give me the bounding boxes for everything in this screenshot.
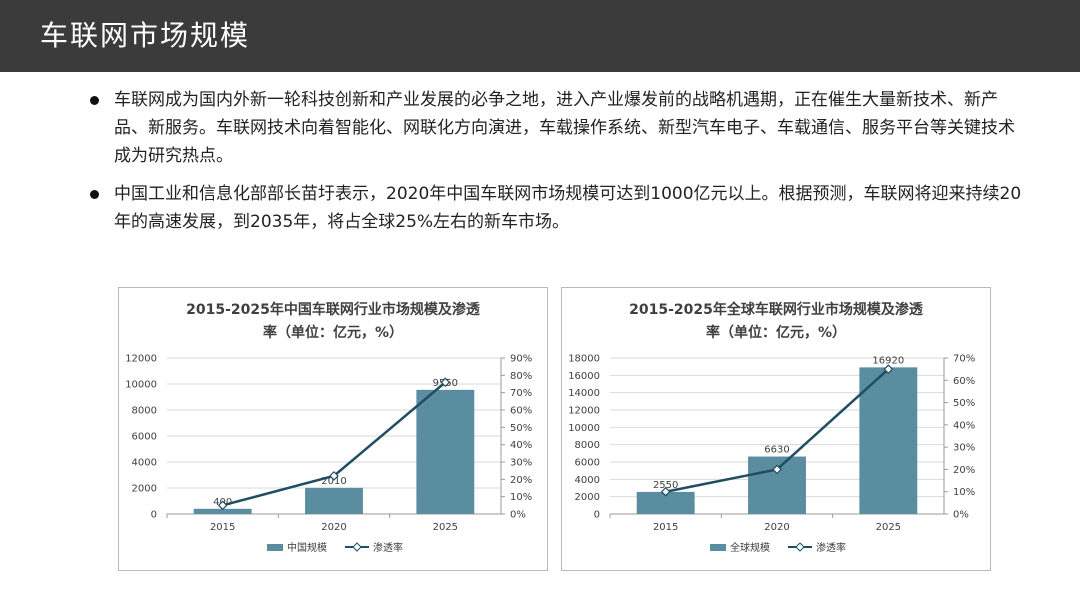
page-title: 车联网市场规模 <box>40 19 251 52</box>
y-left-tick-label: 10000 <box>568 423 600 434</box>
y-right-tick-label: 90% <box>510 354 532 365</box>
legend-bar-swatch <box>710 544 726 551</box>
bar-data-label: 16920 <box>872 355 904 366</box>
y-left-tick-label: 2000 <box>575 492 600 503</box>
bullet-text: 车联网成为国内外新一轮科技创新和产业发展的必争之地，进入产业爆发前的战略机遇期，… <box>114 90 1015 166</box>
y-right-tick-label: 10% <box>510 492 532 503</box>
chart-title-line: 2015-2025年全球车联网行业市场规模及渗透 <box>629 301 924 318</box>
line-point-marker <box>329 471 339 481</box>
y-right-tick-label: 50% <box>510 423 532 434</box>
legend-marker-icon <box>795 542 805 552</box>
y-left-tick-label: 14000 <box>568 388 600 399</box>
y-right-tick-label: 30% <box>953 443 975 454</box>
y-left-tick-label: 10000 <box>125 380 157 391</box>
y-left-tick-label: 0 <box>151 510 157 521</box>
y-right-tick-label: 20% <box>953 465 975 476</box>
chart-title-line: 2015-2025年中国车联网行业市场规模及渗透 <box>186 301 481 318</box>
y-left-tick-label: 2000 <box>132 484 157 495</box>
y-left-tick-label: 6000 <box>132 432 157 443</box>
x-tick-label: 2015 <box>653 522 678 533</box>
bar <box>416 389 475 514</box>
legend-marker-icon <box>352 542 362 552</box>
y-left-tick-label: 6000 <box>575 458 600 469</box>
y-right-tick-label: 40% <box>510 440 532 451</box>
line-point-marker <box>660 486 671 497</box>
y-right-tick-label: 50% <box>953 398 975 409</box>
y-right-tick-label: 20% <box>510 475 532 486</box>
y-right-tick-label: 60% <box>953 376 975 387</box>
y-right-tick-label: 30% <box>510 458 532 469</box>
bar-data-label: 2010 <box>321 476 346 487</box>
y-left-tick-label: 16000 <box>568 371 600 382</box>
bar <box>636 491 695 514</box>
china-chart-panel: 2015-2025年中国车联网行业市场规模及渗透 率（单位：亿元，%） 0 2000 4… <box>118 287 548 571</box>
bullet-dot-icon <box>90 96 99 105</box>
bullet-text: 中国工业和信息化部部长苗圩表示，2020年中国车联网市场规模可达到1000亿元以… <box>114 184 1022 232</box>
legend-bar-label: 中国规模 <box>287 541 327 554</box>
legend-bar-swatch <box>267 544 283 551</box>
y-right-tick-label: 60% <box>510 406 532 417</box>
x-tick-label: 2025 <box>433 522 458 533</box>
y-right-tick-label: 40% <box>953 420 975 431</box>
bar <box>859 367 918 514</box>
global-chart-panel: 2015-2025年全球车联网行业市场规模及渗透 率（单位：亿元，%） 0 2000 4… <box>561 287 991 571</box>
line-point-marker <box>772 464 782 475</box>
bullet-item: 车联网成为国内外新一轮科技创新和产业发展的必争之地，进入产业爆发前的战略机遇期，… <box>88 86 1028 170</box>
bar-data-label: 6630 <box>764 445 789 456</box>
legend-bar-label: 全球规模 <box>730 541 770 554</box>
title-bar: 车联网市场规模 <box>0 0 1080 72</box>
y-left-tick-label: 8000 <box>132 406 157 417</box>
bullet-list: 车联网成为国内外新一轮科技创新和产业发展的必争之地，进入产业爆发前的战略机遇期，… <box>88 86 1028 246</box>
bullet-item: 中国工业和信息化部部长苗圩表示，2020年中国车联网市场规模可达到1000亿元以… <box>88 180 1028 236</box>
y-right-tick-label: 0% <box>510 510 526 521</box>
y-left-tick-label: 12000 <box>568 406 600 417</box>
bar <box>193 508 252 514</box>
y-left-tick-label: 4000 <box>132 458 157 469</box>
chart-title-line: 率（单位：亿元，%） <box>706 324 846 341</box>
y-right-tick-label: 70% <box>953 354 975 365</box>
line-point-marker <box>440 377 451 388</box>
y-left-tick-label: 4000 <box>575 475 600 486</box>
legend-line-label: 渗透率 <box>816 541 846 554</box>
y-left-tick-label: 12000 <box>125 354 157 365</box>
y-right-tick-label: 0% <box>953 510 969 521</box>
x-tick-label: 2020 <box>764 522 789 533</box>
legend-line-label: 渗透率 <box>373 541 403 554</box>
bullet-dot-icon <box>90 190 99 199</box>
chart-title-line: 率（单位：亿元，%） <box>263 324 403 341</box>
y-left-tick-label: 0 <box>594 510 600 521</box>
line-point-marker <box>883 364 894 374</box>
bar <box>305 487 363 514</box>
x-tick-label: 2020 <box>321 522 346 533</box>
x-tick-label: 2025 <box>876 522 901 533</box>
line-point-marker <box>217 500 228 511</box>
y-right-tick-label: 80% <box>510 371 532 382</box>
y-left-tick-label: 8000 <box>575 440 600 451</box>
x-tick-label: 2015 <box>210 522 235 533</box>
y-left-tick-label: 18000 <box>568 354 600 365</box>
bar-data-label: 2550 <box>653 480 678 491</box>
y-right-tick-label: 70% <box>510 388 532 399</box>
y-right-tick-label: 10% <box>953 487 975 498</box>
